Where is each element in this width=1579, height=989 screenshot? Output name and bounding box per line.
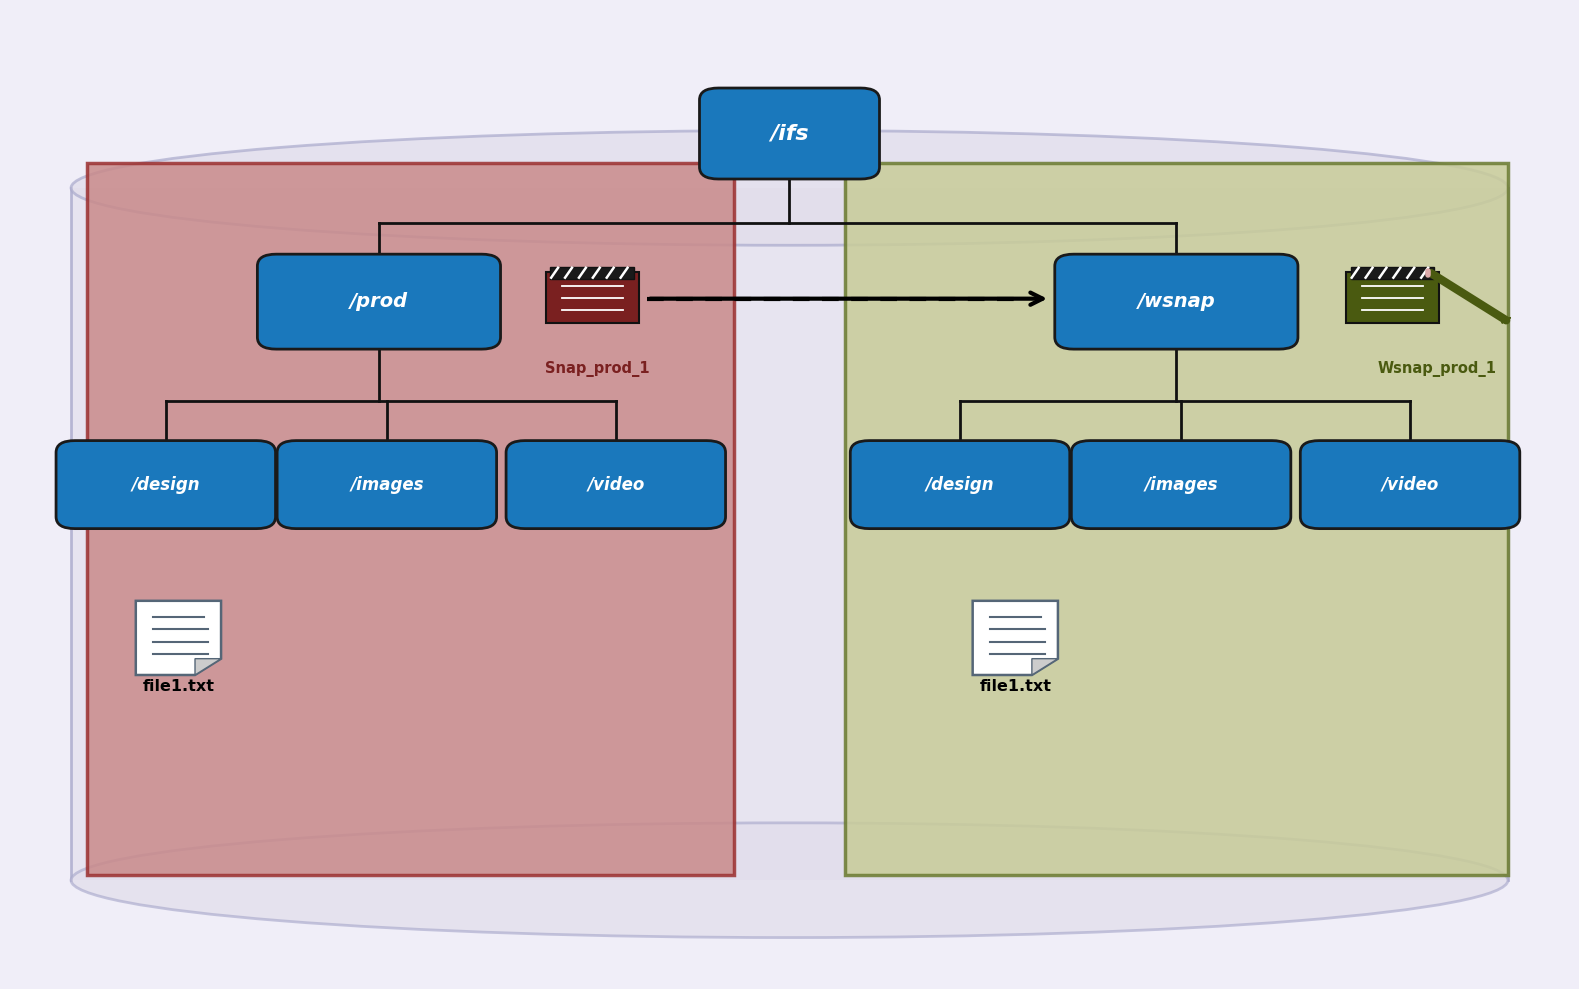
FancyBboxPatch shape xyxy=(546,272,638,323)
FancyBboxPatch shape xyxy=(1301,441,1519,528)
Text: /images: /images xyxy=(1145,476,1217,494)
FancyBboxPatch shape xyxy=(551,267,633,279)
Text: /video: /video xyxy=(1382,476,1438,494)
Polygon shape xyxy=(1502,317,1511,323)
Polygon shape xyxy=(136,601,221,674)
Polygon shape xyxy=(973,601,1058,674)
Text: file1.txt: file1.txt xyxy=(142,678,215,693)
FancyBboxPatch shape xyxy=(1347,272,1438,323)
Text: /design: /design xyxy=(131,476,201,494)
Polygon shape xyxy=(196,659,221,674)
Text: Snap_prod_1: Snap_prod_1 xyxy=(545,361,649,377)
FancyBboxPatch shape xyxy=(87,163,734,875)
Polygon shape xyxy=(1033,659,1058,674)
Text: /ifs: /ifs xyxy=(771,124,808,143)
Text: /design: /design xyxy=(925,476,995,494)
FancyBboxPatch shape xyxy=(850,441,1069,528)
FancyBboxPatch shape xyxy=(278,441,496,528)
FancyBboxPatch shape xyxy=(1352,267,1434,279)
Text: /images: /images xyxy=(351,476,423,494)
FancyBboxPatch shape xyxy=(1071,441,1290,528)
FancyBboxPatch shape xyxy=(55,441,275,528)
FancyBboxPatch shape xyxy=(505,441,725,528)
Text: /video: /video xyxy=(587,476,644,494)
FancyBboxPatch shape xyxy=(257,254,501,349)
Text: file1.txt: file1.txt xyxy=(979,678,1052,693)
Ellipse shape xyxy=(71,131,1508,245)
Text: Wsnap_prod_1: Wsnap_prod_1 xyxy=(1377,361,1497,377)
FancyBboxPatch shape xyxy=(71,188,1508,880)
FancyBboxPatch shape xyxy=(699,88,880,179)
Text: /wsnap: /wsnap xyxy=(1137,292,1216,312)
Text: /prod: /prod xyxy=(351,292,407,312)
FancyBboxPatch shape xyxy=(845,163,1508,875)
Ellipse shape xyxy=(71,823,1508,938)
FancyBboxPatch shape xyxy=(1055,254,1298,349)
